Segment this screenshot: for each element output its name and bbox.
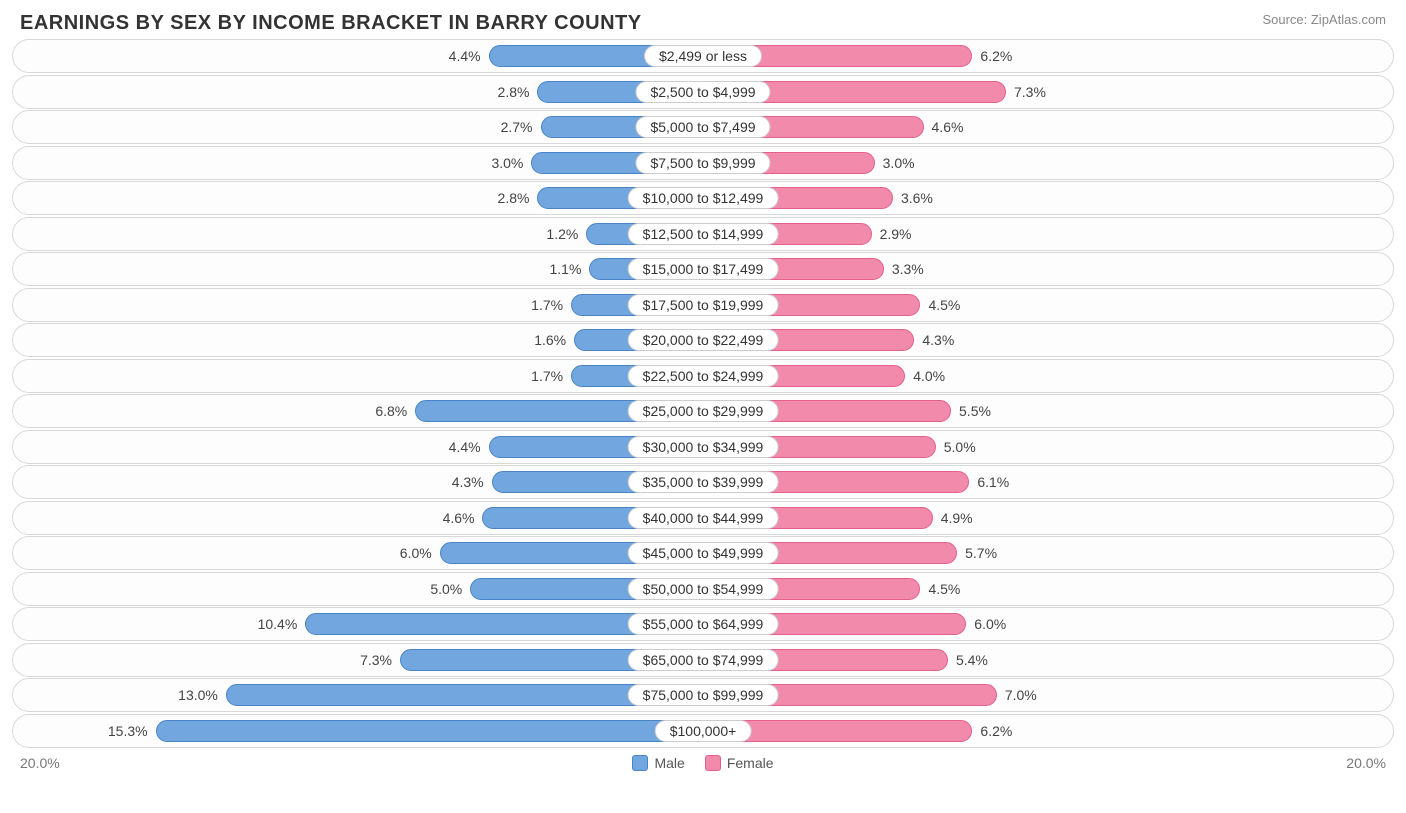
female-pct: 4.0%: [913, 368, 945, 384]
legend-male: Male: [632, 755, 684, 771]
male-pct: 1.7%: [531, 297, 563, 313]
chart-source: Source: ZipAtlas.com: [1262, 12, 1386, 27]
category-label: $100,000+: [655, 720, 752, 742]
male-pct: 1.1%: [549, 261, 581, 277]
axis-left-max: 20.0%: [20, 755, 60, 771]
legend-female: Female: [705, 755, 774, 771]
category-label: $10,000 to $12,499: [628, 187, 779, 209]
category-label: $17,500 to $19,999: [628, 294, 779, 316]
category-label: $45,000 to $49,999: [628, 542, 779, 564]
legend-female-label: Female: [727, 755, 774, 771]
male-pct: 4.4%: [449, 48, 481, 64]
category-label: $65,000 to $74,999: [628, 649, 779, 671]
female-pct: 4.5%: [928, 297, 960, 313]
chart-row: 7.3% 5.4% $65,000 to $74,999: [12, 643, 1394, 677]
male-pct: 13.0%: [178, 687, 218, 703]
female-pct: 6.0%: [974, 616, 1006, 632]
chart-row: 1.7% 4.0% $22,500 to $24,999: [12, 359, 1394, 393]
male-pct: 2.8%: [498, 190, 530, 206]
legend-male-label: Male: [654, 755, 684, 771]
chart-row: 10.4% 6.0% $55,000 to $64,999: [12, 607, 1394, 641]
category-label: $22,500 to $24,999: [628, 365, 779, 387]
male-pct: 4.6%: [443, 510, 475, 526]
category-label: $20,000 to $22,499: [628, 329, 779, 351]
female-pct: 6.2%: [980, 723, 1012, 739]
chart-row: 1.6% 4.3% $20,000 to $22,499: [12, 323, 1394, 357]
female-pct: 3.3%: [892, 261, 924, 277]
male-pct: 1.6%: [534, 332, 566, 348]
male-pct: 5.0%: [430, 581, 462, 597]
female-pct: 4.6%: [932, 119, 964, 135]
male-pct: 3.0%: [491, 155, 523, 171]
male-pct: 4.4%: [449, 439, 481, 455]
male-swatch-icon: [632, 755, 648, 771]
female-pct: 5.5%: [959, 403, 991, 419]
category-label: $50,000 to $54,999: [628, 578, 779, 600]
category-label: $2,499 or less: [644, 45, 762, 67]
legend: Male Female: [632, 755, 773, 771]
female-swatch-icon: [705, 755, 721, 771]
male-pct: 7.3%: [360, 652, 392, 668]
female-pct: 4.3%: [922, 332, 954, 348]
category-label: $15,000 to $17,499: [628, 258, 779, 280]
female-pct: 4.5%: [928, 581, 960, 597]
category-label: $2,500 to $4,999: [635, 81, 770, 103]
female-pct: 5.4%: [956, 652, 988, 668]
chart-row: 2.8% 7.3% $2,500 to $4,999: [12, 75, 1394, 109]
female-pct: 6.1%: [977, 474, 1009, 490]
female-pct: 7.0%: [1005, 687, 1037, 703]
chart-row: 2.8% 3.6% $10,000 to $12,499: [12, 181, 1394, 215]
chart-row: 4.6% 4.9% $40,000 to $44,999: [12, 501, 1394, 535]
chart-row: 4.3% 6.1% $35,000 to $39,999: [12, 465, 1394, 499]
chart-title: EARNINGS BY SEX BY INCOME BRACKET IN BAR…: [20, 12, 642, 35]
male-pct: 1.2%: [546, 226, 578, 242]
male-pct: 6.0%: [400, 545, 432, 561]
category-label: $25,000 to $29,999: [628, 400, 779, 422]
male-pct: 4.3%: [452, 474, 484, 490]
female-pct: 5.0%: [944, 439, 976, 455]
female-pct: 4.9%: [941, 510, 973, 526]
chart-row: 4.4% 6.2% $2,499 or less: [12, 39, 1394, 73]
chart-row: 6.8% 5.5% $25,000 to $29,999: [12, 394, 1394, 428]
female-pct: 7.3%: [1014, 84, 1046, 100]
category-label: $5,000 to $7,499: [635, 116, 770, 138]
category-label: $30,000 to $34,999: [628, 436, 779, 458]
male-pct: 1.7%: [531, 368, 563, 384]
chart-row: 1.1% 3.3% $15,000 to $17,499: [12, 252, 1394, 286]
chart-row: 1.7% 4.5% $17,500 to $19,999: [12, 288, 1394, 322]
category-label: $35,000 to $39,999: [628, 471, 779, 493]
chart-row: 6.0% 5.7% $45,000 to $49,999: [12, 536, 1394, 570]
chart-row: 5.0% 4.5% $50,000 to $54,999: [12, 572, 1394, 606]
chart-row: 3.0% 3.0% $7,500 to $9,999: [12, 146, 1394, 180]
female-pct: 2.9%: [880, 226, 912, 242]
chart-row: 2.7% 4.6% $5,000 to $7,499: [12, 110, 1394, 144]
male-pct: 2.8%: [498, 84, 530, 100]
female-pct: 3.6%: [901, 190, 933, 206]
male-pct: 10.4%: [258, 616, 298, 632]
female-pct: 6.2%: [980, 48, 1012, 64]
category-label: $40,000 to $44,999: [628, 507, 779, 529]
category-label: $12,500 to $14,999: [628, 223, 779, 245]
male-pct: 15.3%: [108, 723, 148, 739]
chart-row: 13.0% 7.0% $75,000 to $99,999: [12, 678, 1394, 712]
chart-row: 4.4% 5.0% $30,000 to $34,999: [12, 430, 1394, 464]
category-label: $7,500 to $9,999: [635, 152, 770, 174]
category-label: $55,000 to $64,999: [628, 613, 779, 635]
female-pct: 5.7%: [965, 545, 997, 561]
male-bar: [156, 720, 703, 742]
chart-area: 4.4% 6.2% $2,499 or less 2.8% 7.3% $2,500 to …: [0, 39, 1406, 748]
female-pct: 3.0%: [883, 155, 915, 171]
category-label: $75,000 to $99,999: [628, 684, 779, 706]
male-pct: 6.8%: [375, 403, 407, 419]
axis-right-max: 20.0%: [1346, 755, 1386, 771]
male-pct: 2.7%: [501, 119, 533, 135]
chart-row: 15.3% 6.2% $100,000+: [12, 714, 1394, 748]
chart-row: 1.2% 2.9% $12,500 to $14,999: [12, 217, 1394, 251]
